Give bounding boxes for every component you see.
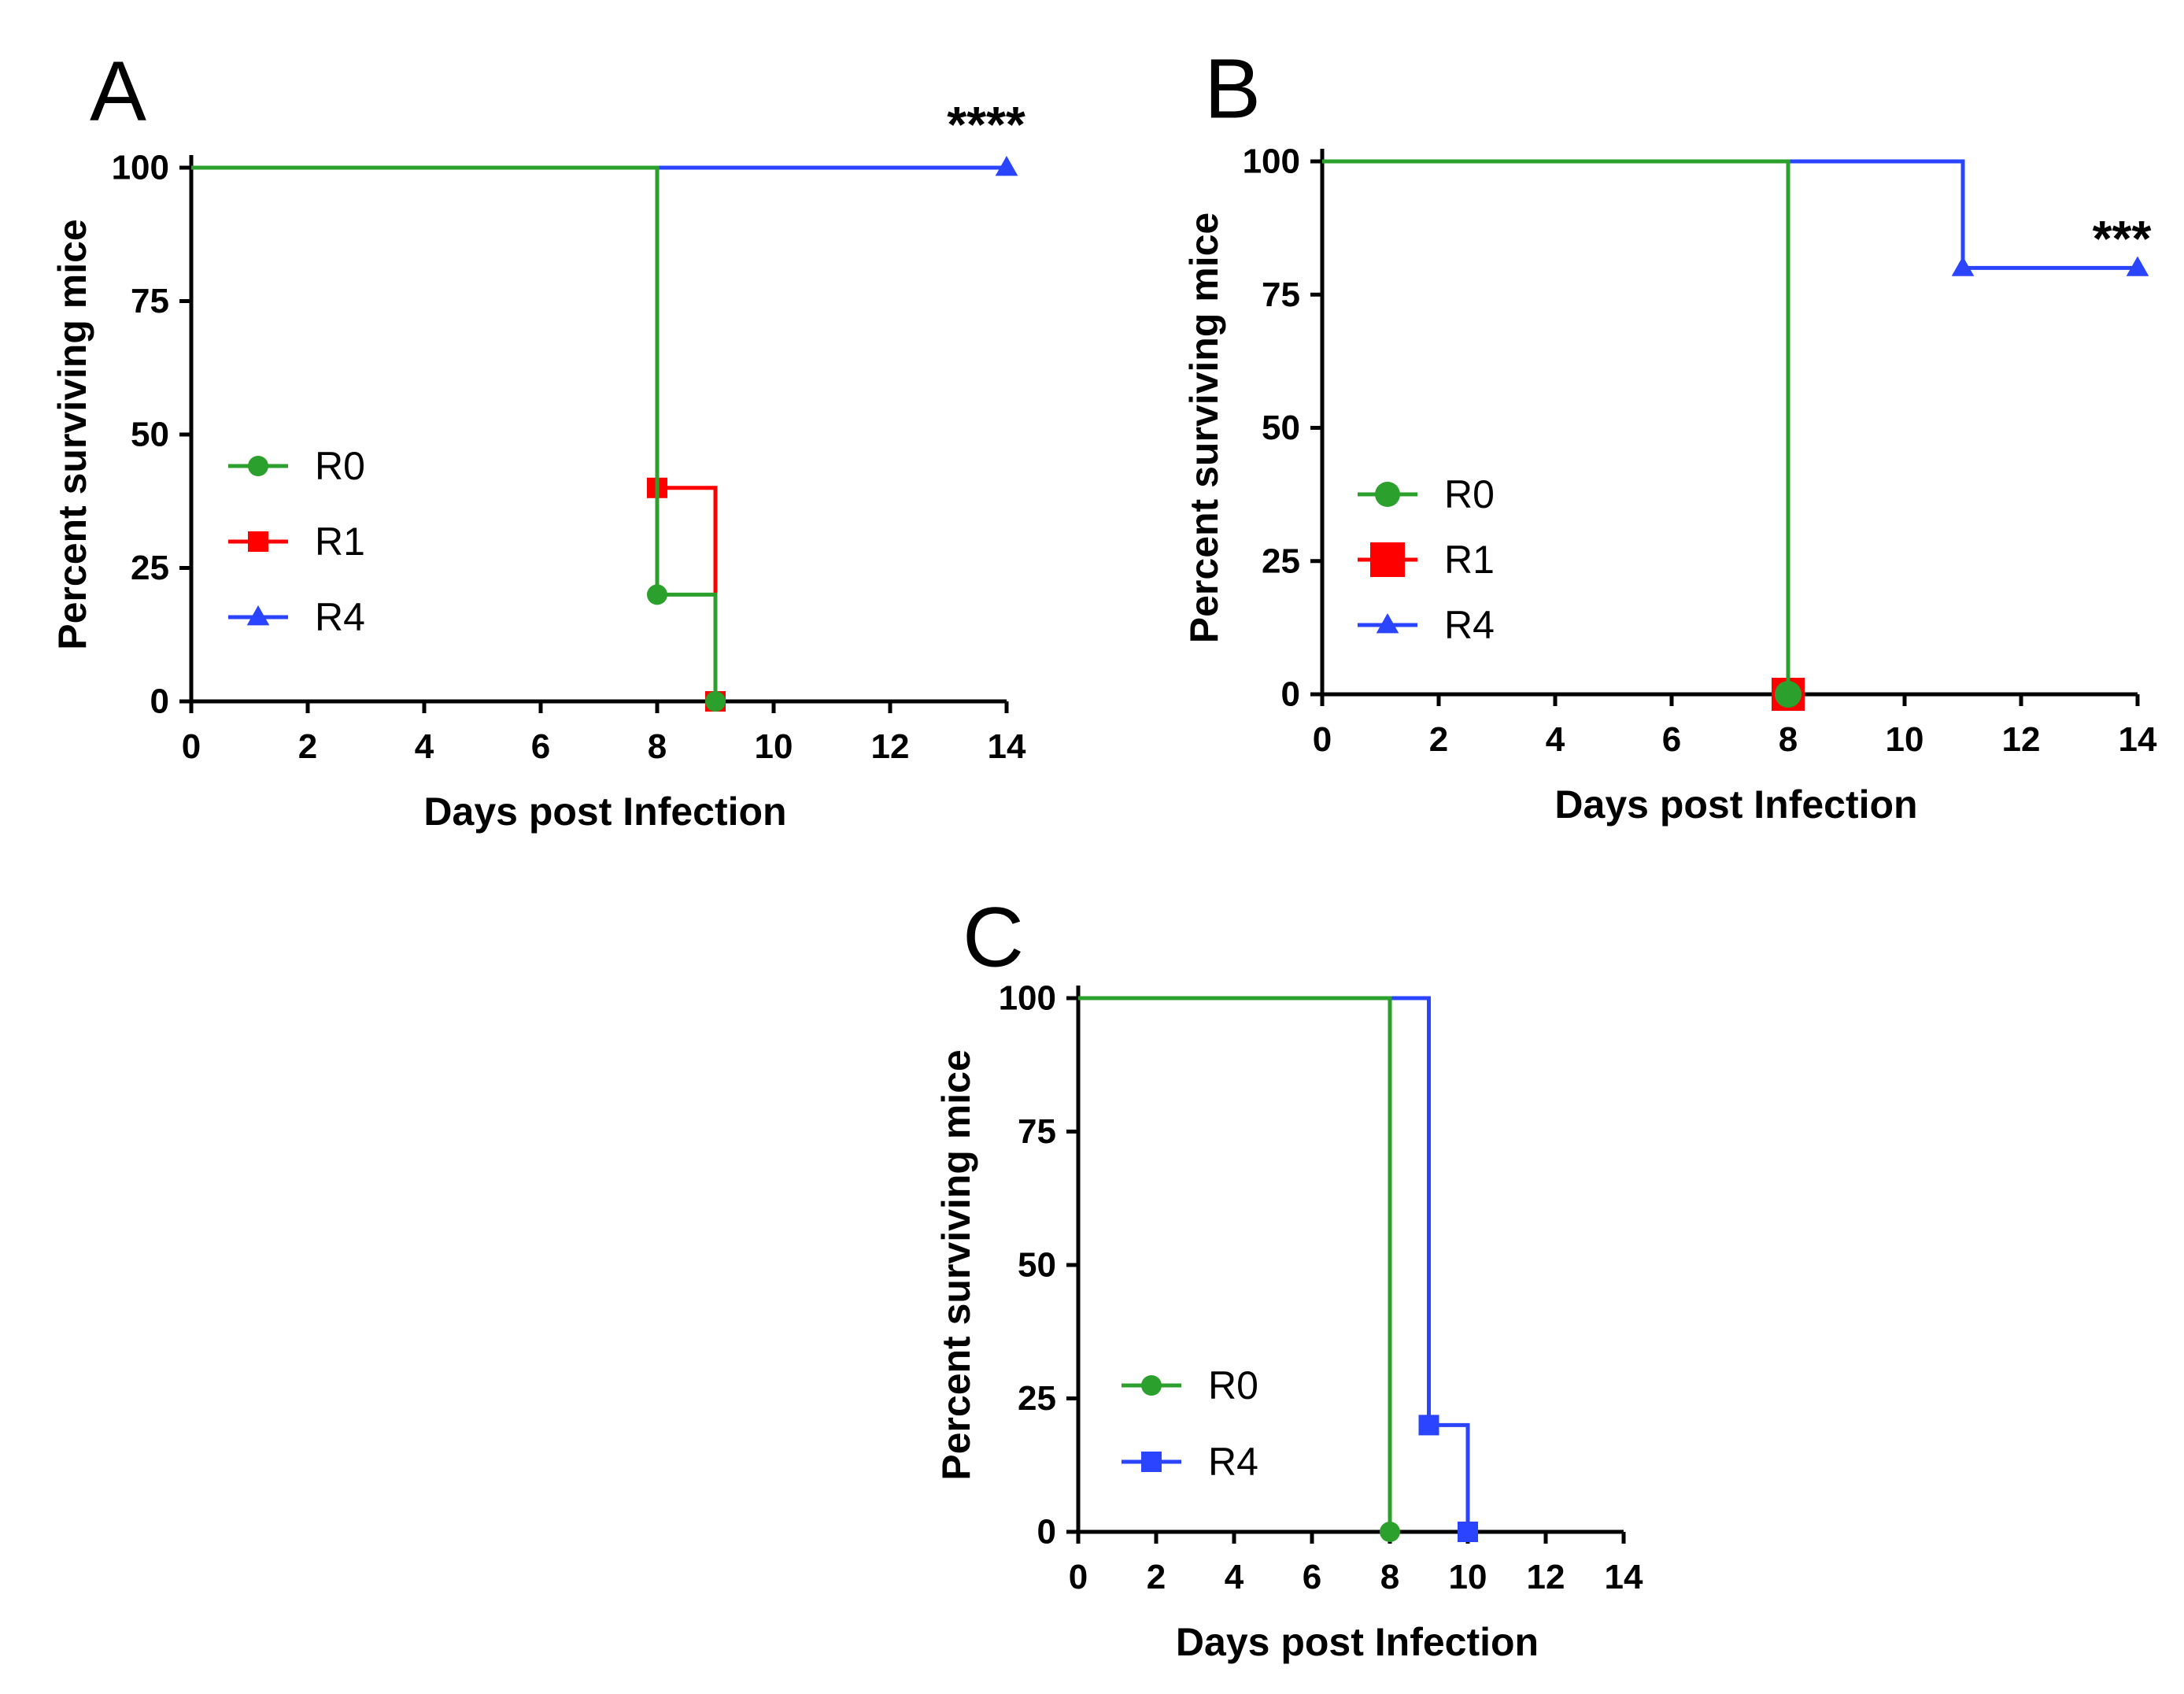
x-tick-label: 6 — [1662, 720, 1681, 759]
panel-b: B 0 2 4 6 8 10 12 14 0 25 50 75 100 Days post Infectio… — [1182, 41, 2157, 827]
x-axis-title: Days post Infection — [1176, 1620, 1539, 1664]
legend-label-r1: R1 — [1444, 538, 1495, 582]
panel-a: A 0 2 4 6 8 10 12 14 0 25 50 75 100 Days post Infectio… — [50, 43, 1026, 834]
data-point-r0 — [1380, 1522, 1400, 1542]
x-tick-label: 6 — [531, 727, 550, 766]
y-tick-label: 50 — [1018, 1246, 1056, 1285]
series-line-r0 — [1078, 996, 1392, 1532]
legend-marker-r4 — [1376, 613, 1399, 634]
legend-marker-r0 — [248, 456, 268, 476]
x-tick-label: 8 — [1380, 1558, 1399, 1596]
panel-c: C 0 2 4 6 8 10 12 14 0 25 50 75 100 Days post Infectio… — [934, 890, 1643, 1665]
x-tick-label: 2 — [298, 727, 317, 766]
series-line-r1 — [191, 165, 718, 701]
data-point-r0 — [647, 584, 667, 605]
data-point-r0 — [1775, 681, 1802, 708]
data-point-r4 — [1951, 256, 1975, 276]
legend-label-r1: R1 — [315, 520, 365, 564]
y-tick-label: 75 — [131, 282, 169, 320]
legend-label-r0: R0 — [315, 444, 365, 488]
x-axis-title: Days post Infection — [1554, 782, 1917, 827]
y-tick-label: 25 — [131, 549, 169, 587]
x-tick-label: 2 — [1147, 1558, 1166, 1596]
legend-marker-r4 — [246, 605, 270, 626]
data-point-r4 — [995, 156, 1018, 176]
legend-label-r0: R0 — [1208, 1363, 1258, 1407]
x-tick-label: 14 — [1605, 1558, 1643, 1596]
y-tick-label: 0 — [1281, 675, 1300, 714]
data-point-r4 — [1418, 1415, 1439, 1436]
series-line-r4 — [1322, 159, 2138, 270]
series-line-r1 — [1322, 159, 1790, 694]
x-tick-label: 2 — [1429, 720, 1448, 759]
x-tick-label: 12 — [2002, 720, 2041, 759]
x-tick-label: 4 — [1225, 1558, 1244, 1596]
series-line-r0 — [1322, 159, 1790, 694]
series-line-r0 — [191, 165, 718, 701]
y-tick-label: 100 — [1243, 142, 1300, 181]
y-tick-label: 100 — [999, 979, 1056, 1018]
x-tick-label: 14 — [2119, 720, 2157, 759]
data-point-r0 — [705, 691, 726, 712]
legend-label-r0: R0 — [1444, 472, 1495, 516]
legend-marker-r0 — [1375, 482, 1400, 507]
x-tick-label: 8 — [648, 727, 667, 766]
series-r1 — [191, 165, 726, 712]
series-r0 — [1078, 996, 1400, 1542]
legend-marker-r4 — [1141, 1452, 1162, 1472]
legend: R0 R4 — [1122, 1363, 1258, 1484]
y-tick-label: 75 — [1018, 1112, 1056, 1151]
y-axis-title: Percent surviving mice — [1182, 213, 1226, 643]
series-line-r4 — [1078, 996, 1470, 1532]
x-tick-label: 10 — [1886, 720, 1924, 759]
data-point-r4 — [2126, 256, 2149, 276]
y-tick-label: 50 — [131, 416, 169, 454]
x-axis-title: Days post Infection — [423, 790, 786, 834]
x-tick-label: 10 — [755, 727, 793, 766]
legend-marker-r1 — [1370, 542, 1405, 577]
x-tick-label: 14 — [988, 727, 1026, 766]
data-point-r4 — [1458, 1522, 1478, 1542]
series-r0 — [191, 165, 726, 712]
legend: R0 R1 R4 — [228, 444, 365, 639]
legend-label-r4: R4 — [315, 595, 365, 639]
x-tick-label: 4 — [1546, 720, 1565, 759]
y-tick-label: 0 — [1037, 1513, 1056, 1552]
legend: R0 R1 R4 — [1358, 472, 1495, 647]
significance-annotation: *** — [2093, 210, 2152, 267]
y-tick-label: 50 — [1262, 409, 1300, 447]
legend-label-r4: R4 — [1208, 1440, 1258, 1484]
x-tick-label: 0 — [182, 727, 201, 766]
series-r0 — [1322, 159, 1802, 708]
y-tick-label: 25 — [1262, 542, 1300, 580]
x-tick-label: 0 — [1313, 720, 1332, 759]
x-tick-label: 6 — [1303, 1558, 1321, 1596]
series-r4 — [1322, 159, 2149, 276]
x-tick-label: 0 — [1069, 1558, 1088, 1596]
x-tick-label: 10 — [1449, 1558, 1487, 1596]
y-axis-title: Percent surviving mice — [934, 1049, 978, 1480]
y-axis-title: Percent surviving mice — [50, 219, 94, 649]
x-tick-label: 12 — [871, 727, 910, 766]
panel-letter: C — [963, 890, 1024, 985]
y-tick-label: 0 — [150, 682, 169, 721]
panel-letter: B — [1204, 41, 1261, 136]
significance-annotation: **** — [947, 96, 1025, 153]
legend-marker-r1 — [248, 531, 268, 552]
y-tick-label: 100 — [112, 149, 169, 187]
x-tick-label: 4 — [415, 727, 434, 766]
panel-letter: A — [90, 43, 146, 139]
legend-label-r4: R4 — [1444, 603, 1495, 647]
x-tick-label: 12 — [1527, 1558, 1565, 1596]
y-tick-label: 25 — [1018, 1379, 1056, 1418]
x-tick-label: 8 — [1779, 720, 1798, 759]
legend-marker-r0 — [1141, 1375, 1162, 1396]
y-tick-label: 75 — [1262, 276, 1300, 314]
